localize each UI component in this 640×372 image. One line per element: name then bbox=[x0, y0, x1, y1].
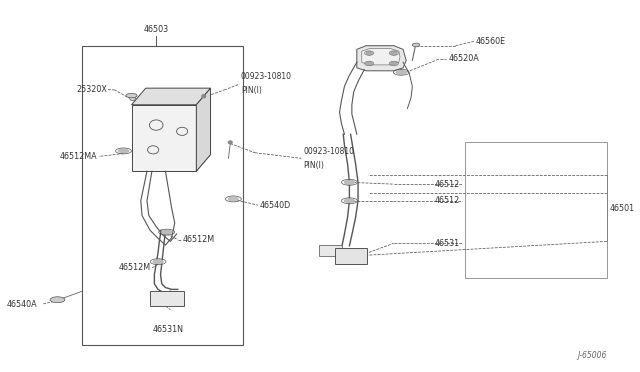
Ellipse shape bbox=[202, 95, 205, 98]
Ellipse shape bbox=[344, 180, 355, 184]
Bar bbox=[319, 245, 342, 256]
Text: 46512M: 46512M bbox=[183, 235, 215, 244]
Text: PIN(I): PIN(I) bbox=[241, 86, 262, 95]
Bar bbox=[335, 248, 367, 263]
Ellipse shape bbox=[412, 43, 420, 47]
Bar bbox=[82, 46, 243, 345]
Bar bbox=[465, 142, 607, 278]
Ellipse shape bbox=[396, 70, 406, 74]
Text: 00923-10810: 00923-10810 bbox=[303, 147, 354, 156]
Ellipse shape bbox=[153, 260, 163, 263]
Ellipse shape bbox=[391, 62, 397, 65]
Text: 46540D: 46540D bbox=[260, 201, 291, 211]
Text: J-65006: J-65006 bbox=[577, 351, 607, 360]
Text: 46503: 46503 bbox=[143, 25, 169, 33]
Text: 46501: 46501 bbox=[610, 203, 635, 213]
Ellipse shape bbox=[391, 52, 397, 55]
Polygon shape bbox=[362, 49, 400, 65]
Ellipse shape bbox=[344, 199, 355, 203]
Text: PIN(I): PIN(I) bbox=[303, 161, 324, 170]
Polygon shape bbox=[196, 88, 211, 171]
Text: 46531: 46531 bbox=[435, 239, 460, 248]
Ellipse shape bbox=[50, 297, 65, 303]
Ellipse shape bbox=[126, 93, 137, 98]
Bar bbox=[150, 291, 184, 306]
Ellipse shape bbox=[228, 197, 238, 201]
Text: 46512MA: 46512MA bbox=[60, 152, 97, 161]
Text: 00923-10810: 00923-10810 bbox=[241, 72, 292, 81]
Text: 25320X: 25320X bbox=[76, 85, 107, 94]
Text: 46512M: 46512M bbox=[118, 263, 150, 272]
Text: 46512: 46512 bbox=[435, 196, 460, 205]
Polygon shape bbox=[357, 46, 406, 71]
Ellipse shape bbox=[366, 52, 372, 55]
Ellipse shape bbox=[366, 62, 372, 65]
Ellipse shape bbox=[118, 149, 129, 153]
Polygon shape bbox=[132, 88, 211, 105]
Polygon shape bbox=[127, 94, 136, 100]
Text: 46540A: 46540A bbox=[6, 300, 37, 310]
Text: 46560E: 46560E bbox=[476, 37, 506, 46]
Text: 46512: 46512 bbox=[435, 180, 460, 189]
Text: 46520A: 46520A bbox=[448, 54, 479, 63]
Text: 46531N: 46531N bbox=[153, 326, 184, 334]
Ellipse shape bbox=[162, 230, 172, 234]
Polygon shape bbox=[132, 105, 196, 171]
Ellipse shape bbox=[228, 141, 232, 144]
